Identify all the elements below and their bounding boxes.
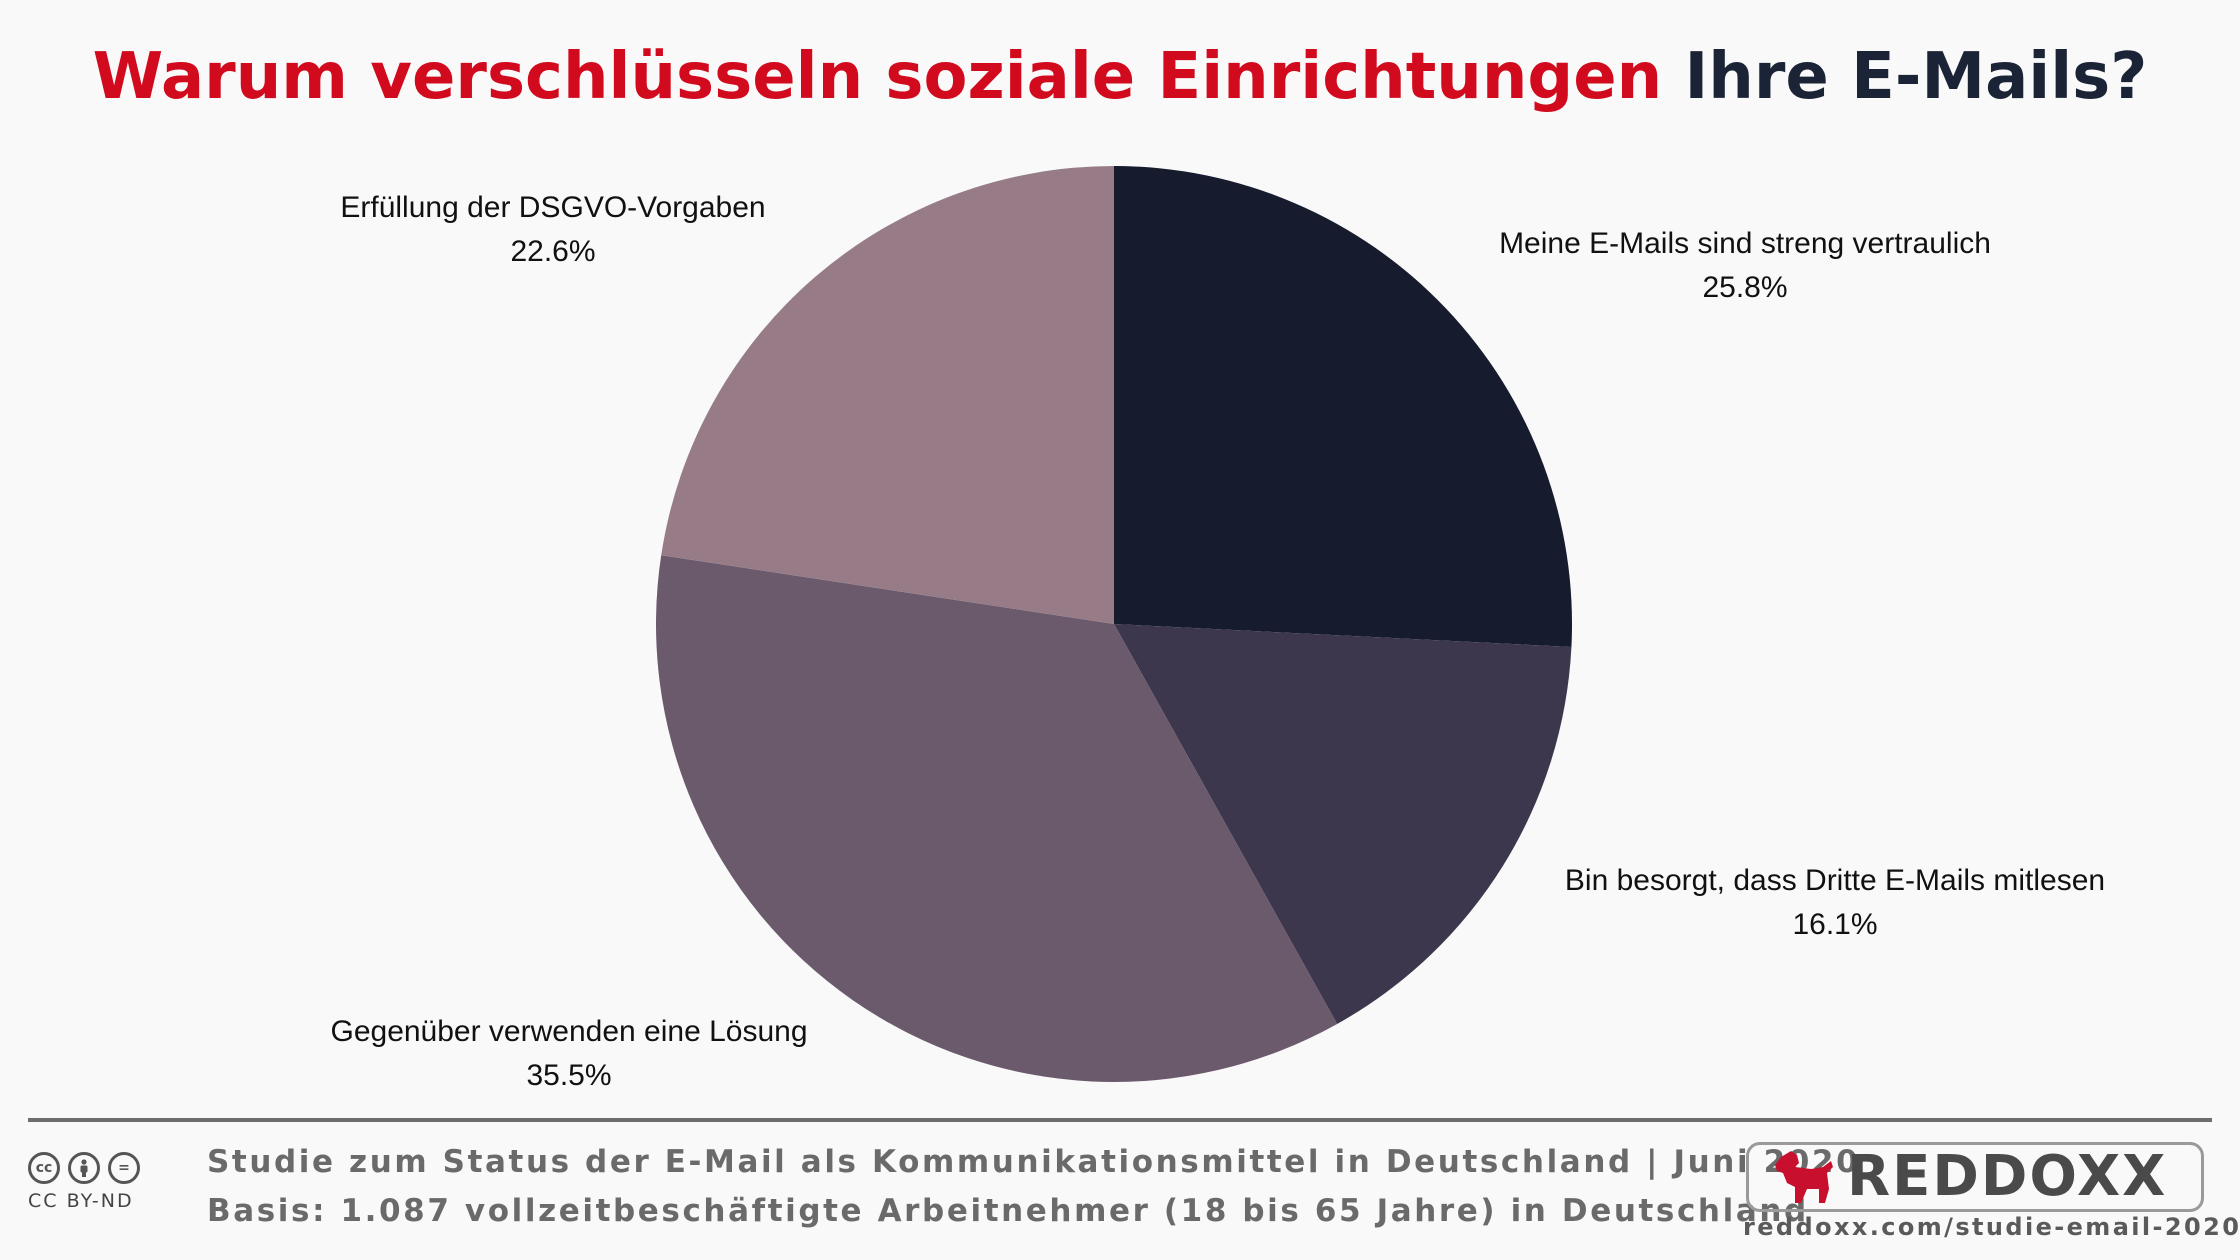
- brand-name: REDDOXX: [1847, 1144, 2168, 1209]
- slice-label-1: Bin besorgt, dass Dritte E-Mails mitlese…: [1515, 859, 2155, 947]
- person-icon: [68, 1152, 100, 1184]
- dog-logo-icon: [1775, 1151, 1833, 1203]
- pie-slice-1: [1114, 624, 1572, 1024]
- slice-label-0: Meine E-Mails sind streng vertraulich 25…: [1425, 222, 2065, 310]
- slice-label-text: Erfüllung der DSGVO-Vorgaben: [340, 191, 766, 224]
- slice-label-text: Bin besorgt, dass Dritte E-Mails mitlese…: [1564, 864, 2106, 897]
- slice-label-2: Gegenüber verwenden eine Lösung 35.5%: [249, 1010, 889, 1098]
- title-highlight: Warum verschlüsseln soziale Einrichtunge…: [92, 40, 1663, 114]
- slice-value-label: 35.5%: [526, 1059, 612, 1092]
- basis-line: Basis: 1.087 vollzeitbeschäftigte Arbeit…: [207, 1193, 1809, 1229]
- slice-label-text: Meine E-Mails sind streng vertraulich: [1499, 227, 1991, 260]
- pie-slice-3: [661, 166, 1114, 624]
- slice-value-label: 22.6%: [510, 235, 596, 268]
- cc-icon: cc: [28, 1152, 60, 1184]
- equals-icon: =: [108, 1152, 140, 1184]
- brand-logo-box: REDDOXX: [1746, 1142, 2204, 1212]
- license-badge: cc = CC BY-ND: [28, 1152, 158, 1232]
- slice-value-label: 16.1%: [1792, 908, 1878, 941]
- slice-label-text: Gegenüber verwenden eine Lösung: [330, 1015, 808, 1048]
- brand-url[interactable]: reddoxx.com/studie-email-2020/: [1743, 1213, 2240, 1241]
- title-rest: Ihre E-Mails?: [1684, 40, 2148, 114]
- pie-slice-0: [1114, 166, 1572, 648]
- license-text: CC BY-ND: [28, 1190, 134, 1212]
- page-title: Warum verschlüsseln soziale Einrichtunge…: [0, 40, 2240, 114]
- slice-label-3: Erfüllung der DSGVO-Vorgaben 22.6%: [233, 186, 873, 274]
- slice-value-label: 25.8%: [1702, 271, 1788, 304]
- study-line: Studie zum Status der E-Mail als Kommuni…: [207, 1144, 1861, 1180]
- pie-slice-2: [656, 555, 1338, 1082]
- footer-divider: [28, 1118, 2212, 1122]
